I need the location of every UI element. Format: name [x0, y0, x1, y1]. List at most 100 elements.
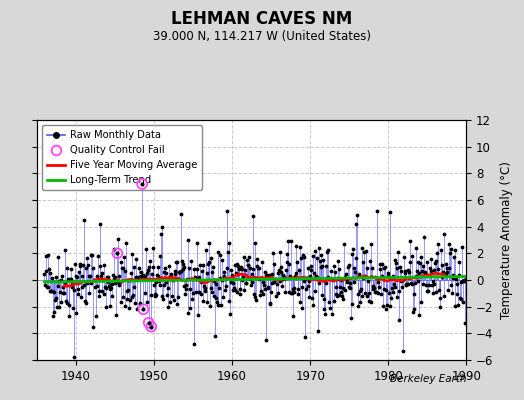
Point [126, 277, 134, 283]
Point [269, 261, 278, 267]
Point [339, 296, 347, 302]
Point [318, 263, 326, 270]
Point [151, 292, 160, 298]
Point [392, 294, 401, 300]
Point [443, 265, 451, 271]
Point [177, 210, 185, 217]
Point [189, 290, 197, 296]
Point [220, 273, 228, 280]
Point [452, 276, 460, 282]
Point [303, 274, 311, 281]
Point [50, 289, 59, 296]
Point [412, 244, 420, 251]
Point [378, 261, 387, 268]
Point [433, 250, 441, 256]
Point [203, 299, 212, 305]
Point [121, 268, 129, 274]
Point [70, 287, 79, 293]
Point [311, 288, 319, 294]
Point [363, 265, 371, 272]
Point [316, 264, 325, 270]
Text: Berkeley Earth: Berkeley Earth [390, 374, 466, 384]
Point [231, 287, 239, 293]
Point [48, 288, 56, 294]
Point [162, 279, 170, 285]
Point [92, 282, 101, 289]
Point [440, 293, 448, 299]
Point [321, 310, 329, 317]
Point [253, 256, 261, 262]
Point [380, 286, 388, 292]
Point [395, 317, 403, 323]
Point [437, 247, 445, 254]
Point [264, 284, 272, 290]
Point [200, 283, 208, 289]
Point [411, 273, 420, 280]
Point [125, 305, 133, 312]
Point [272, 276, 280, 282]
Point [155, 278, 163, 284]
Point [162, 292, 171, 299]
Point [198, 268, 206, 275]
Point [366, 241, 375, 248]
Point [86, 252, 95, 258]
Point [93, 272, 102, 279]
Point [197, 279, 205, 285]
Text: 39.000 N, 114.217 W (United States): 39.000 N, 114.217 W (United States) [153, 30, 371, 43]
Point [160, 282, 169, 288]
Point [443, 269, 452, 276]
Point [77, 294, 85, 300]
Point [49, 309, 58, 316]
Point [276, 278, 285, 284]
Point [215, 284, 223, 291]
Point [448, 290, 456, 296]
Point [365, 290, 373, 296]
Point [406, 258, 414, 265]
Point [331, 291, 340, 298]
Point [285, 289, 293, 295]
Point [191, 273, 199, 280]
Point [303, 283, 312, 290]
Point [176, 268, 184, 275]
Point [454, 259, 463, 265]
Point [400, 254, 408, 260]
Point [348, 251, 357, 257]
Point [355, 271, 363, 277]
Point [74, 291, 83, 297]
Point [137, 269, 145, 275]
Point [390, 280, 398, 287]
Point [434, 241, 443, 247]
Point [438, 274, 446, 280]
Point [362, 248, 370, 254]
Point [444, 287, 452, 293]
Point [67, 266, 75, 273]
Point [286, 272, 294, 279]
Point [384, 273, 392, 280]
Point [148, 264, 157, 270]
Point [62, 265, 71, 271]
Point [236, 286, 245, 292]
Point [229, 280, 237, 286]
Point [216, 252, 224, 258]
Point [309, 253, 318, 260]
Point [117, 258, 126, 265]
Point [249, 266, 258, 272]
Point [288, 286, 297, 292]
Text: LEHMAN CAVES NM: LEHMAN CAVES NM [171, 10, 353, 28]
Point [234, 271, 242, 278]
Point [280, 274, 288, 280]
Point [442, 260, 450, 267]
Point [152, 279, 161, 286]
Point [291, 273, 299, 279]
Point [439, 268, 447, 275]
Point [351, 269, 359, 276]
Point [406, 238, 414, 244]
Point [83, 255, 91, 262]
Point [205, 303, 214, 310]
Point [287, 290, 296, 296]
Point [220, 269, 228, 275]
Point [87, 279, 95, 286]
Point [116, 298, 125, 305]
Point [461, 320, 470, 326]
Point [268, 270, 277, 277]
